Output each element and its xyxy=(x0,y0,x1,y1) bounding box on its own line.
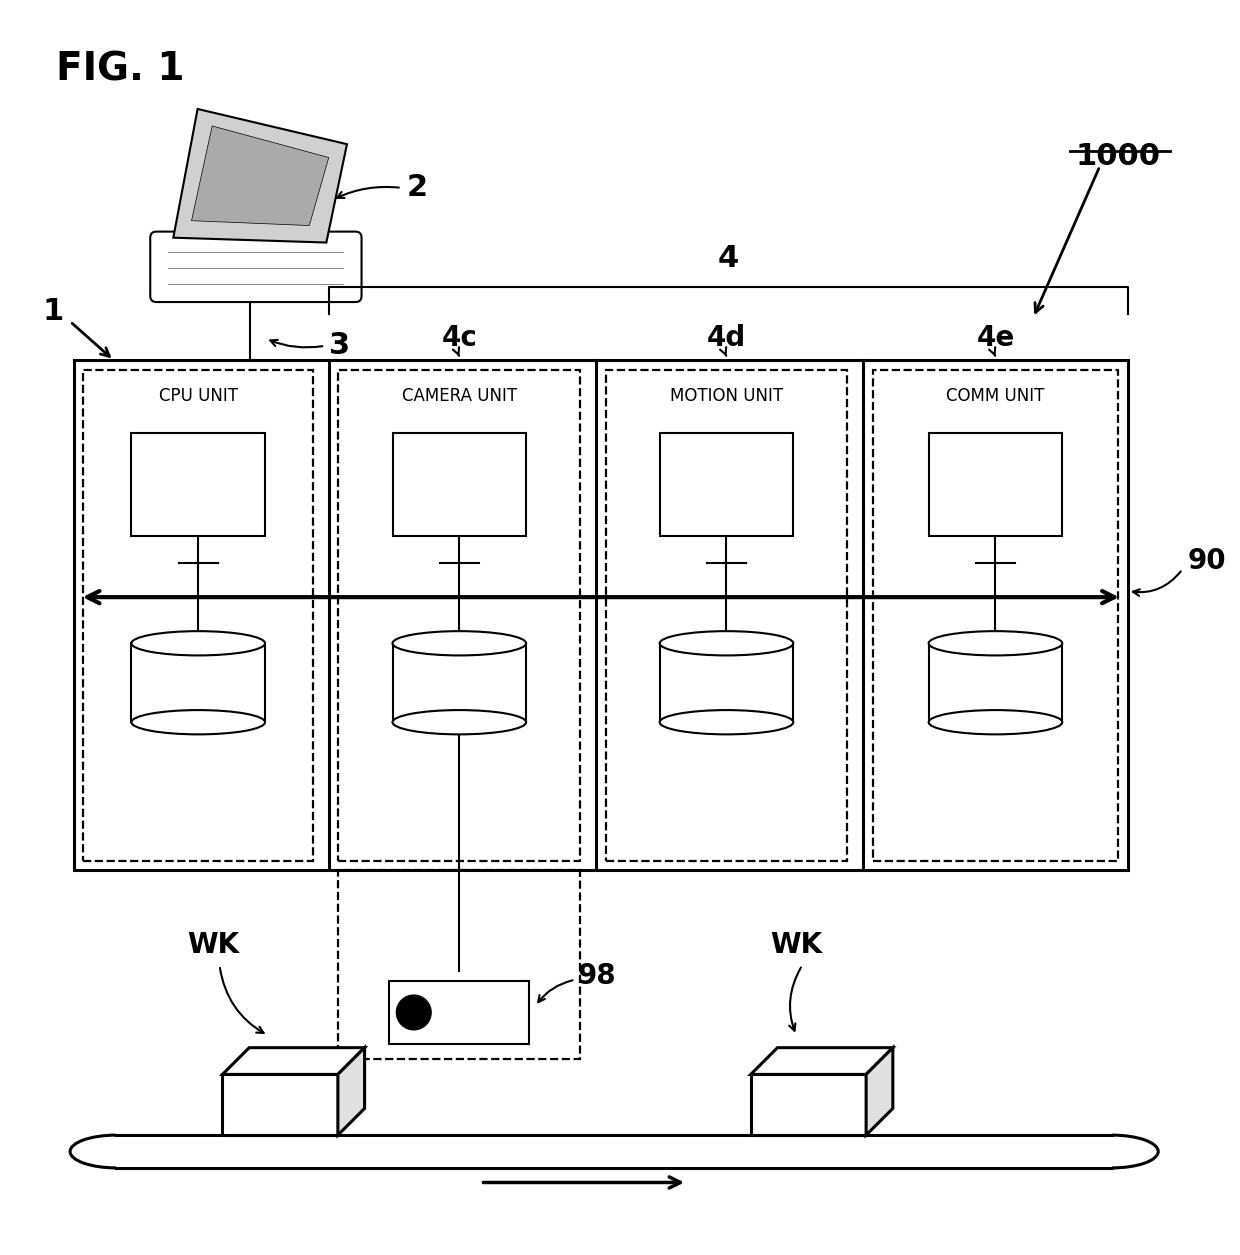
Bar xyxy=(389,981,529,1044)
Text: MOTION UNIT: MOTION UNIT xyxy=(670,387,782,405)
Text: 90: 90 xyxy=(1188,547,1226,575)
Bar xyxy=(929,644,1063,722)
Polygon shape xyxy=(191,126,329,226)
Ellipse shape xyxy=(131,710,265,734)
Polygon shape xyxy=(866,1048,893,1135)
Ellipse shape xyxy=(131,631,265,655)
Bar xyxy=(393,433,526,536)
Text: 4e: 4e xyxy=(976,324,1014,351)
Text: COMM UNIT: COMM UNIT xyxy=(946,387,1044,405)
Ellipse shape xyxy=(393,631,526,655)
Ellipse shape xyxy=(929,710,1063,734)
Bar xyxy=(339,370,580,861)
Text: 1: 1 xyxy=(42,297,63,326)
Polygon shape xyxy=(222,1048,365,1074)
Ellipse shape xyxy=(393,710,526,734)
Bar xyxy=(750,1074,866,1135)
Circle shape xyxy=(397,995,430,1029)
Text: CPU UNIT: CPU UNIT xyxy=(159,387,238,405)
Bar xyxy=(873,370,1118,861)
Ellipse shape xyxy=(660,710,794,734)
Text: 98: 98 xyxy=(578,963,616,990)
Text: WK: WK xyxy=(770,931,822,959)
Bar xyxy=(660,644,794,722)
Ellipse shape xyxy=(660,631,794,655)
Bar xyxy=(339,871,580,1059)
FancyBboxPatch shape xyxy=(150,232,362,302)
Bar xyxy=(393,644,526,722)
Text: WK: WK xyxy=(187,931,239,959)
Text: 1000: 1000 xyxy=(1075,142,1161,171)
Bar xyxy=(222,1074,337,1135)
Bar xyxy=(605,370,847,861)
Text: 3: 3 xyxy=(329,331,350,360)
Text: FIG. 1: FIG. 1 xyxy=(56,50,184,89)
Polygon shape xyxy=(174,109,347,242)
Bar xyxy=(73,360,1128,871)
Text: 4d: 4d xyxy=(707,324,746,351)
Text: 4: 4 xyxy=(718,243,739,272)
Text: CAMERA UNIT: CAMERA UNIT xyxy=(402,387,517,405)
Bar xyxy=(131,433,265,536)
Bar xyxy=(660,433,794,536)
Text: 4c: 4c xyxy=(441,324,477,351)
Polygon shape xyxy=(750,1048,893,1074)
Bar xyxy=(929,433,1063,536)
Bar xyxy=(83,370,312,861)
Text: 2: 2 xyxy=(407,173,428,202)
Bar xyxy=(131,644,265,722)
Ellipse shape xyxy=(929,631,1063,655)
Polygon shape xyxy=(337,1048,365,1135)
